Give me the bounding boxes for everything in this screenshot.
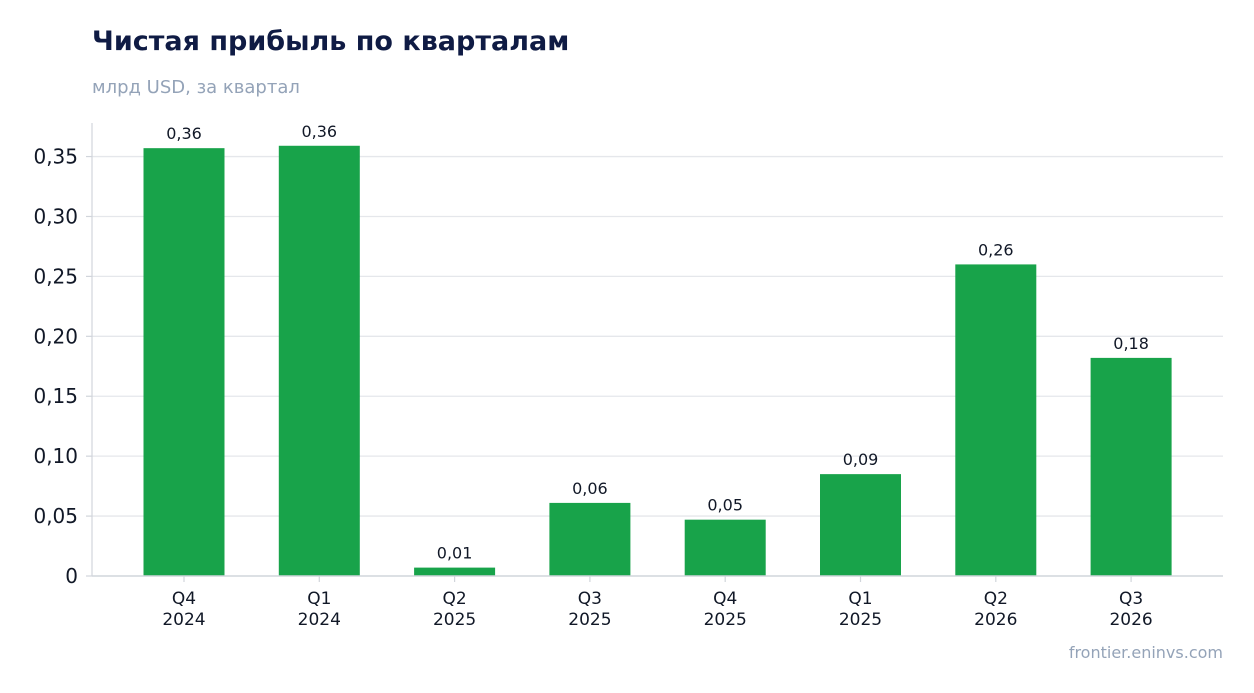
bar: [684, 519, 766, 576]
bars: [143, 145, 1172, 576]
x-tick-label-quarter: Q1: [307, 589, 331, 609]
y-tick-label: 0: [65, 564, 78, 588]
x-tick-label-quarter: Q1: [848, 589, 872, 609]
x-tick-label-year: 2025: [568, 610, 611, 630]
data-label: 0,09: [843, 450, 879, 469]
chart-subtitle: млрд USD, за квартал: [92, 77, 300, 98]
x-tick-label-year: 2024: [162, 610, 205, 630]
bar: [143, 148, 225, 576]
bar: [414, 567, 496, 576]
data-label: 0,26: [978, 240, 1014, 259]
x-tick-label-year: 2026: [1109, 610, 1152, 630]
y-tick-label: 0,25: [33, 264, 78, 288]
x-tick-label-year: 2026: [974, 610, 1017, 630]
y-tick-label: 0,30: [33, 204, 78, 228]
bar: [549, 502, 631, 576]
gridlines: [92, 155, 1223, 517]
x-tick-label-quarter: Q2: [984, 589, 1008, 609]
x-tick-label-quarter: Q4: [172, 589, 196, 609]
x-tick-label-year: 2025: [704, 610, 747, 630]
bar: [955, 264, 1037, 576]
data-label: 0,05: [707, 496, 743, 515]
labels: 0,36 0,36 0,01 0,06 0,05 0,09 0,26 0,18: [166, 122, 1149, 563]
bar: [820, 474, 901, 576]
data-label: 0,06: [572, 479, 608, 498]
y-tick-label: 0,35: [33, 145, 78, 169]
data-label: 0,36: [301, 122, 337, 141]
source-credit: frontier.eninvs.com: [1068, 643, 1223, 662]
x-tick-label-quarter: Q2: [442, 589, 466, 609]
y-tick-label: 0,10: [33, 444, 78, 468]
data-label: 0,01: [437, 544, 473, 563]
x-tick-label-year: 2025: [433, 610, 476, 630]
y-tick-label: 0,05: [33, 504, 78, 528]
bar: [278, 145, 360, 576]
x-tick-label-year: 2025: [839, 610, 882, 630]
x-tick-label-quarter: Q3: [1119, 589, 1143, 609]
x-tick-label-quarter: Q4: [713, 589, 737, 609]
y-tick-label: 0,20: [33, 324, 78, 348]
x-tick-label-year: 2024: [298, 610, 341, 630]
axes: 00,050,100,150,200,250,300,35Q42024Q1202…: [33, 123, 1223, 630]
y-tick-label: 0,15: [33, 384, 78, 408]
x-tick-label-quarter: Q3: [578, 589, 602, 609]
bar: [1090, 357, 1172, 576]
chart-title: Чистая прибыль по кварталам: [92, 26, 570, 57]
data-label: 0,18: [1113, 334, 1149, 353]
data-label: 0,36: [166, 124, 202, 143]
